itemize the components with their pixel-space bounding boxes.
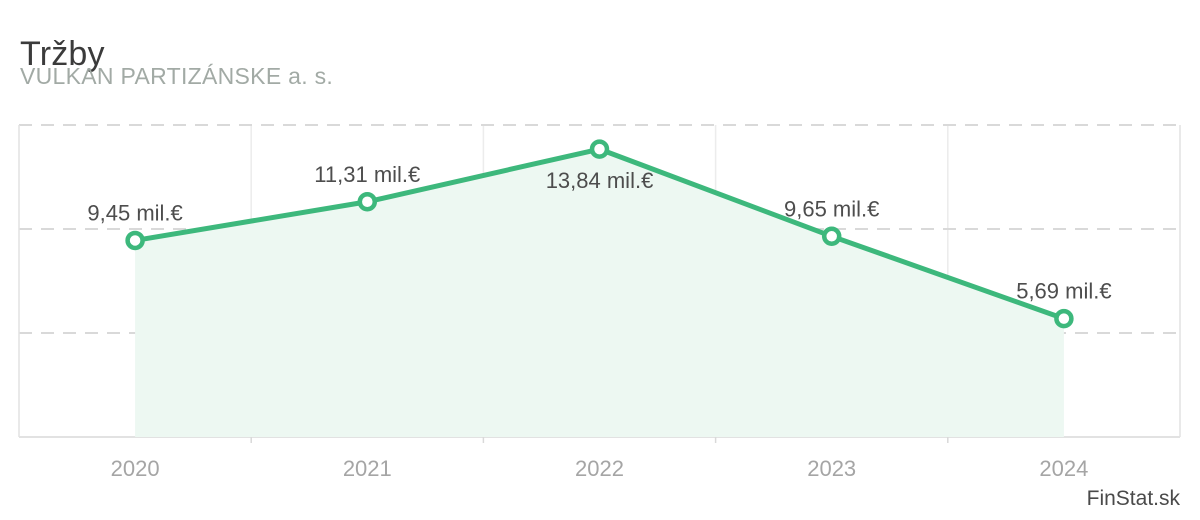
data-point-marker-2020[interactable] <box>125 230 145 251</box>
x-axis-label-2024: 2024 <box>1039 456 1088 481</box>
data-point-marker-2024[interactable] <box>1054 308 1074 329</box>
x-axis-label-2023: 2023 <box>807 456 856 481</box>
x-axis-label-2022: 2022 <box>575 456 624 481</box>
x-axis-label-2020: 2020 <box>111 456 160 481</box>
series-area-fill <box>135 149 1064 438</box>
page-title: Tržby <box>20 34 105 73</box>
point-value-label: 5,69 mil.€ <box>1016 279 1111 304</box>
point-value-label: 9,65 mil.€ <box>784 196 879 221</box>
point-value-label: 11,31 mil.€ <box>314 162 420 187</box>
point-value-label: 9,45 mil.€ <box>87 200 182 225</box>
company-name-subtitle: VULKAN PARTIZÁNSKE a. s. <box>20 63 334 89</box>
data-point-marker-2022[interactable] <box>589 139 610 159</box>
x-axis-label-2021: 2021 <box>343 456 392 481</box>
data-point-marker-2021[interactable] <box>357 192 378 212</box>
data-point-marker-2023[interactable] <box>821 226 842 247</box>
finstat-watermark-link[interactable]: FinStat.sk <box>1086 487 1180 510</box>
point-value-label: 13,84 mil.€ <box>546 168 654 193</box>
